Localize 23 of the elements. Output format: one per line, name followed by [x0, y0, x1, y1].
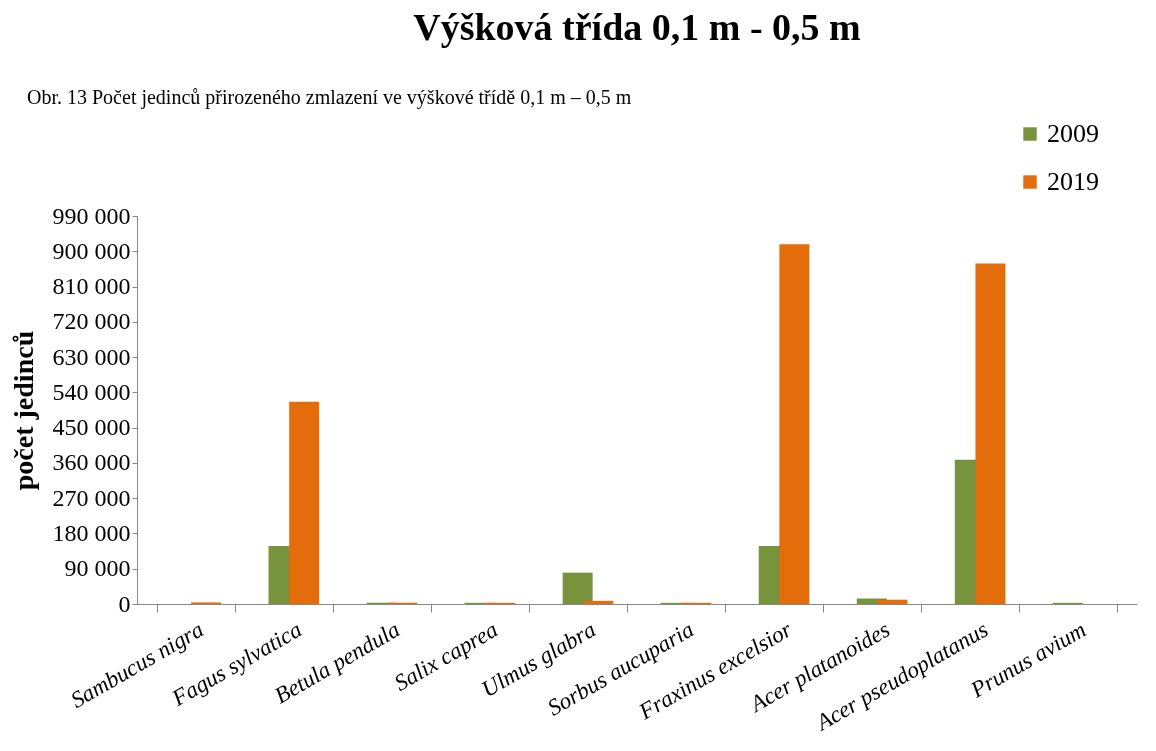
y-tick-label: 810 000: [52, 273, 131, 300]
y-tick-label: 630 000: [52, 343, 131, 370]
text: Obr. 13 Počet jedinců přirozeného zmlazení ve výškové třídě 0,1 m – 0,5 m: [27, 86, 632, 109]
y-tick-label: 0: [118, 590, 131, 617]
y-tick-label: 270 000: [52, 484, 131, 511]
y-tick-label: 540 000: [52, 378, 131, 405]
legend-label: 2019: [1047, 167, 1099, 196]
bar: [975, 263, 1006, 604]
y-tick-label: 990 000: [52, 202, 131, 229]
y-tick-label: 360 000: [52, 449, 131, 476]
y-axis-title: počet jedinců: [7, 330, 39, 491]
y-tick-label: 900 000: [52, 237, 131, 264]
y-tick-label: 180 000: [52, 519, 131, 546]
chart-title: Výšková třída 0,1 m - 0,5 m: [413, 6, 861, 48]
bar: [562, 572, 593, 604]
bar: [289, 401, 320, 604]
y-tick-label: 450 000: [52, 414, 131, 441]
bar: [877, 599, 908, 604]
y-tick-label: 720 000: [52, 308, 131, 335]
bar: [779, 244, 810, 604]
legend-label: 2009: [1047, 119, 1099, 148]
bar: [583, 600, 614, 604]
y-tick-label: 90 000: [64, 555, 131, 582]
